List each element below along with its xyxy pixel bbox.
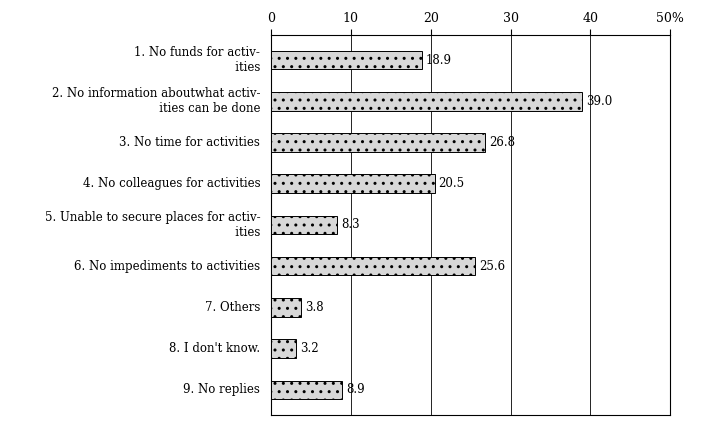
Text: 3.2: 3.2 <box>300 342 319 355</box>
Text: 39.0: 39.0 <box>586 95 612 108</box>
Text: 18.9: 18.9 <box>426 53 452 67</box>
Text: 1. No funds for activ-
   ities: 1. No funds for activ- ities <box>134 46 260 74</box>
Text: 3. No time for activities: 3. No time for activities <box>119 136 260 149</box>
Text: 5. Unable to secure places for activ-
   ities: 5. Unable to secure places for activ- it… <box>45 211 260 239</box>
Text: 9. No replies: 9. No replies <box>183 383 260 396</box>
Text: 7. Others: 7. Others <box>205 301 260 314</box>
Text: 8. I don't know.: 8. I don't know. <box>169 342 260 355</box>
Text: 26.8: 26.8 <box>489 136 515 149</box>
Text: 6. No impediments to activities: 6. No impediments to activities <box>74 260 260 273</box>
Text: 25.6: 25.6 <box>479 260 506 273</box>
Text: 20.5: 20.5 <box>438 177 465 190</box>
Bar <box>271 174 435 193</box>
Bar <box>271 257 476 276</box>
Bar <box>271 298 302 317</box>
Bar <box>271 216 337 234</box>
Bar <box>271 381 342 399</box>
Bar <box>271 51 422 69</box>
Bar <box>271 133 485 152</box>
Bar <box>271 339 297 358</box>
Bar <box>271 92 583 111</box>
Text: 2. No information aboutwhat activ-
   ities can be done: 2. No information aboutwhat activ- ities… <box>52 87 260 115</box>
Text: 4. No colleagues for activities: 4. No colleagues for activities <box>83 177 260 190</box>
Text: 8.9: 8.9 <box>346 383 364 396</box>
Text: 8.3: 8.3 <box>342 218 360 232</box>
Text: 3.8: 3.8 <box>305 301 324 314</box>
